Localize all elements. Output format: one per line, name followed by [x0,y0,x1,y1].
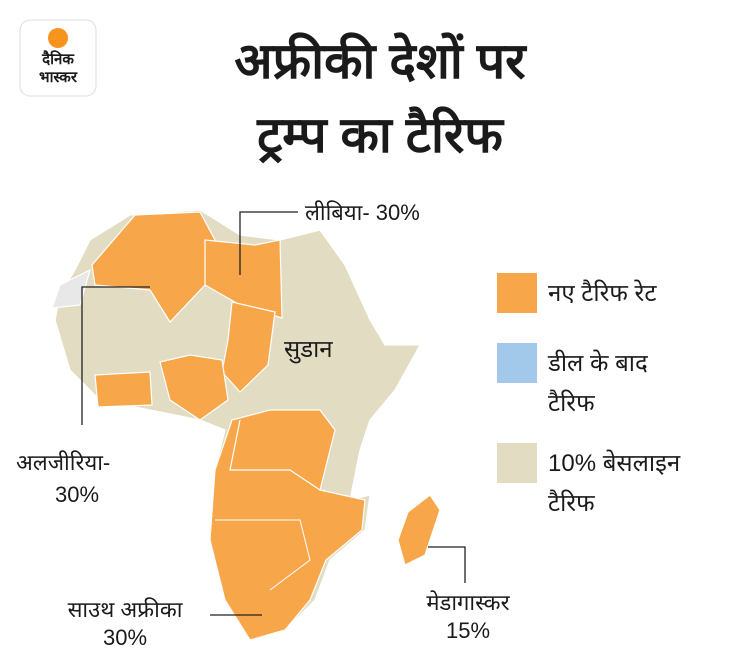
logo-sun [48,28,68,48]
legend-swatch [497,443,537,483]
legend-label: डील के बाद [547,349,648,377]
legend-swatch [497,343,537,383]
legend-label: टैरिफ [548,389,595,417]
madagascar [397,494,441,566]
map-label: सुडान [284,336,333,364]
map-label: 30% [55,482,99,507]
legend-swatch [497,273,537,313]
map-label: साउथ अफ्रीका [68,597,183,622]
borders [215,519,311,591]
logo-text: भास्कर [39,69,78,86]
libya [204,239,283,319]
central-southern-africa [209,409,366,641]
chad [221,301,276,393]
leader-line [428,546,466,583]
logo-box [19,19,97,97]
western-sahara [51,268,91,309]
title: अफ्रीकी देशों पर [234,32,527,89]
legend-label: टैरिफ [548,489,595,517]
map-label: मेडागास्कर [426,590,510,615]
title: ट्रम्प का टैरिफ [256,106,505,164]
logo-text: दैनिक [41,50,75,68]
legend-label: 10% बेसलाइन [548,449,681,477]
map-label: 15% [446,618,490,643]
legend-label: नए टैरिफ रेट [548,279,657,307]
map-label: अलजीरिया- [16,450,110,475]
map-label: 30% [103,625,147,650]
nigeria [159,354,229,421]
ivory-coast-ghana [94,371,153,408]
leader-line [81,286,150,425]
borders [229,419,321,491]
leader-line [239,211,298,275]
map-label: लीबिया- 30% [305,200,420,225]
legend: नए टैरिफ रेट डील के बाद टैरिफ 10% बेसलाइन टै… [497,273,681,517]
map [51,209,441,641]
